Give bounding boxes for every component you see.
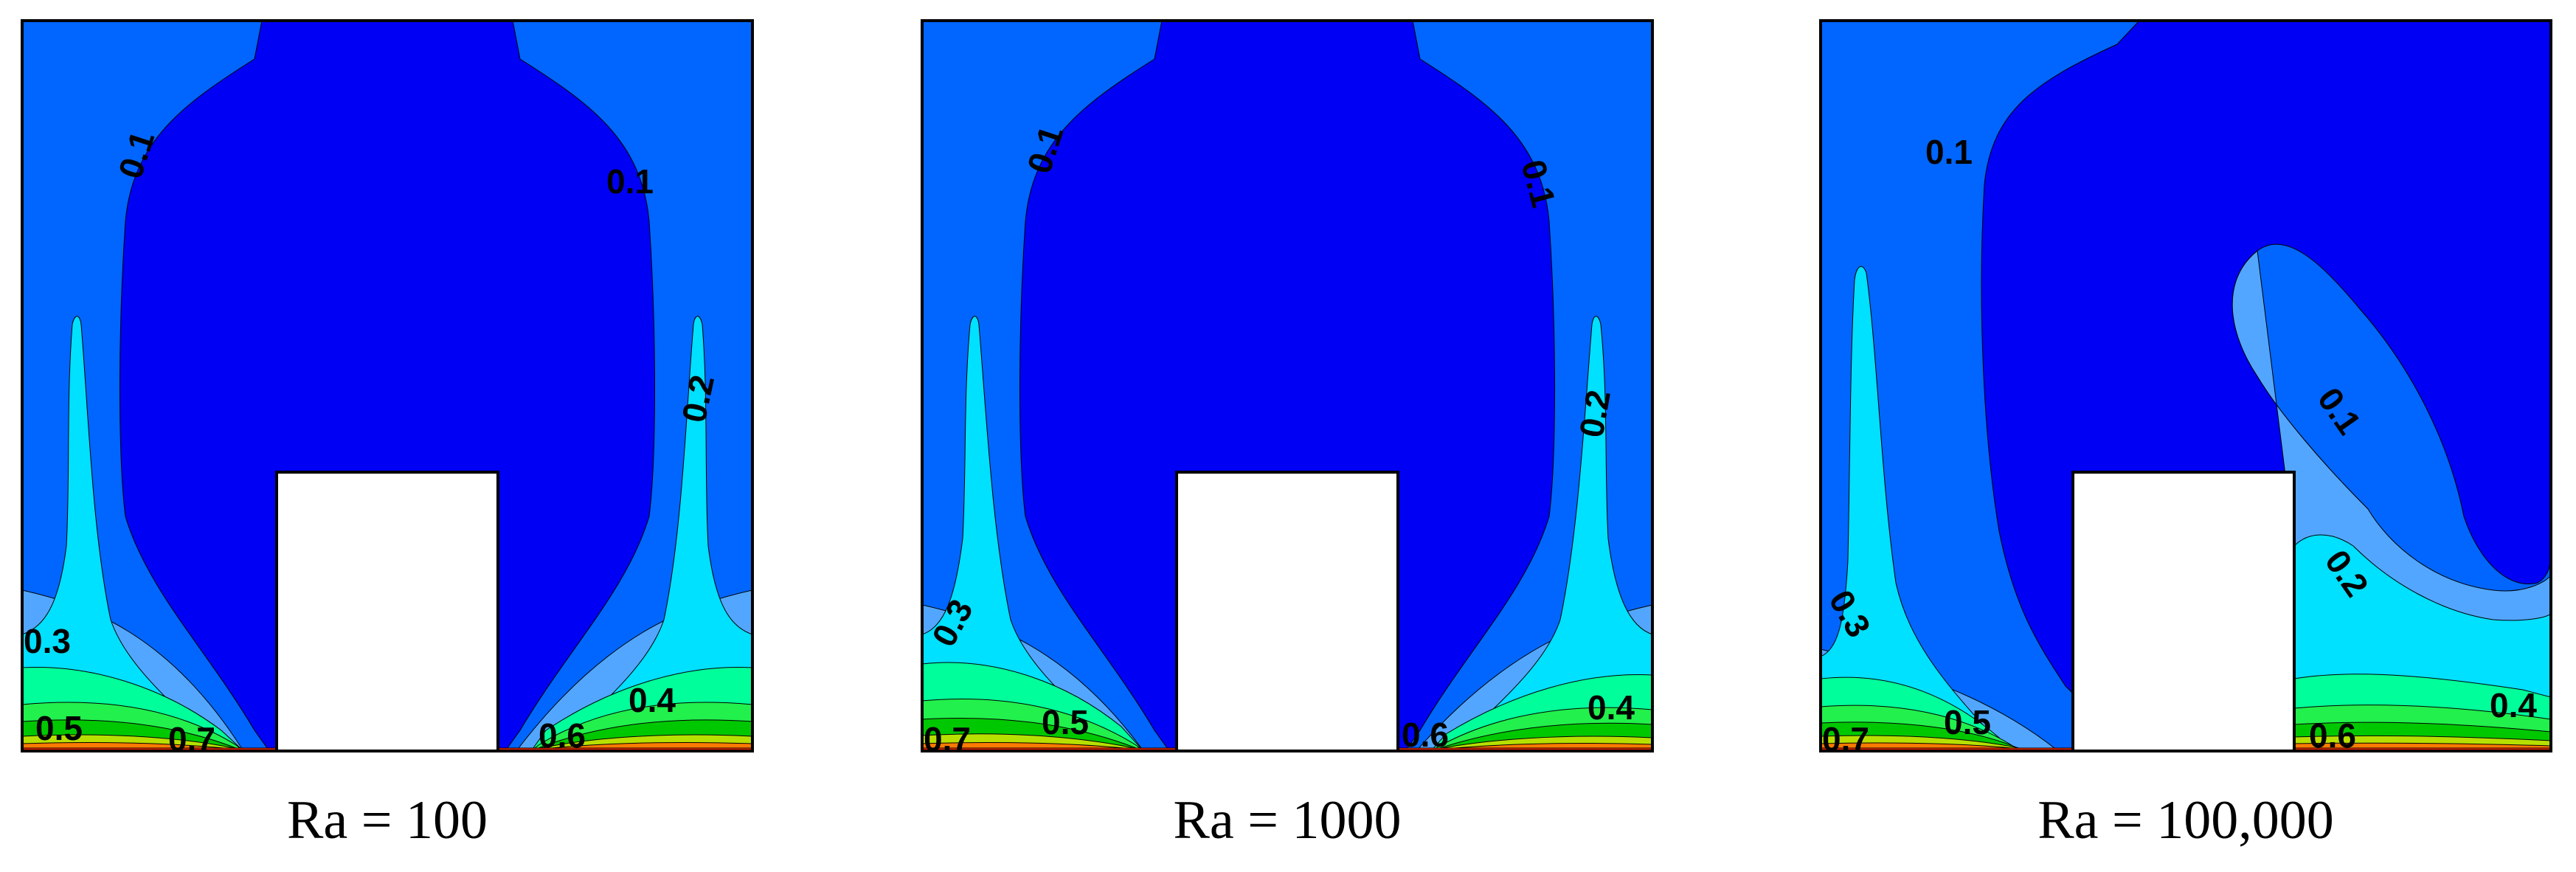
plot-frame <box>921 19 1654 752</box>
contour-label-0-6: 0.6 <box>2309 716 2356 755</box>
contour-label-0-5: 0.5 <box>1944 703 1991 741</box>
contour-label-0-7: 0.7 <box>924 720 971 758</box>
obstacle-block <box>1175 471 1399 752</box>
contour-label-0-5: 0.5 <box>1042 703 1089 741</box>
caption-ra-100000: Ra = 100,000 <box>2037 790 2334 851</box>
panel-ra-100: 0.1 0.1 0.2 0.3 0.4 0.5 0.6 0.7 <box>21 19 754 758</box>
contour-label-0-6: 0.6 <box>1402 716 1449 754</box>
contour-field <box>1821 21 2551 751</box>
contour-label-0-2: 0.2 <box>1572 387 1618 440</box>
contour-label-0-1-left: 0.1 <box>1925 133 1973 171</box>
contour-label-0-5: 0.5 <box>35 709 83 747</box>
plot-frame <box>1819 19 2552 752</box>
plot-frame <box>21 19 754 752</box>
contour-label-0-7: 0.7 <box>1822 720 1869 758</box>
contour-field <box>22 21 752 751</box>
obstacle-block <box>2071 471 2296 752</box>
panel-ra-1000: 0.1 0.1 0.2 0.3 0.4 0.5 0.6 0.7 <box>921 19 1654 758</box>
obstacle-block <box>275 471 499 752</box>
caption-ra-100: Ra = 100 <box>287 790 488 851</box>
contour-label-0-4: 0.4 <box>629 681 676 719</box>
caption-ra-1000: Ra = 1000 <box>1173 790 1402 851</box>
contour-label-0-4: 0.4 <box>2490 686 2537 724</box>
contour-label-0-6: 0.6 <box>539 716 586 755</box>
contour-label-0-3: 0.3 <box>24 622 71 660</box>
panel-ra-100000: 0.1 0.1 0.2 0.3 0.4 0.5 0.6 0.7 <box>1819 19 2552 758</box>
contour-label-0-7: 0.7 <box>168 720 215 758</box>
contour-label-0-4: 0.4 <box>1588 688 1635 727</box>
contour-label-0-1-right: 0.1 <box>606 162 654 201</box>
